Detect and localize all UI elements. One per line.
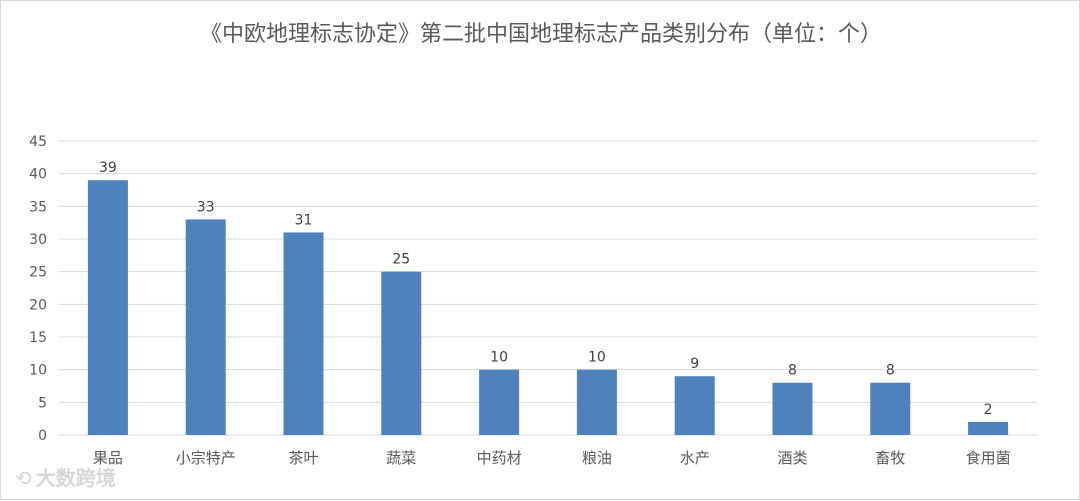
y-tick-label: 20 — [29, 297, 47, 313]
y-tick-label: 5 — [38, 395, 47, 411]
data-label: 31 — [295, 212, 313, 228]
data-label: 10 — [490, 350, 508, 366]
bars — [87, 180, 1009, 435]
data-label: 33 — [197, 199, 215, 215]
bar — [772, 382, 813, 435]
data-label: 8 — [886, 363, 895, 379]
data-label: 2 — [984, 402, 993, 418]
data-label: 10 — [588, 350, 606, 366]
x-tick-label: 水产 — [680, 449, 710, 467]
bar — [968, 421, 1009, 435]
data-label: 39 — [99, 160, 117, 176]
bar — [185, 219, 226, 435]
y-tick-label: 10 — [29, 363, 47, 379]
bar — [283, 232, 324, 435]
x-tick-label: 粮油 — [582, 449, 612, 467]
bar — [87, 180, 128, 435]
logo-icon: ⟲ — [15, 466, 32, 490]
y-tick-label: 30 — [29, 232, 47, 248]
x-tick-label: 小宗特产 — [176, 449, 236, 467]
y-axis-ticks: 0 5 10 15 20 25 30 35 40 45 — [29, 134, 47, 444]
x-tick-label: 中药材 — [477, 449, 522, 467]
x-tick-label: 蔬菜 — [386, 449, 416, 467]
chart-title: 《中欧地理标志协定》第二批中国地理标志产品类别分布（单位：个） — [200, 22, 882, 47]
data-label: 8 — [788, 363, 797, 379]
watermark: ⟲ 大数跨境 — [15, 462, 116, 491]
x-tick-label: 果品 — [93, 449, 123, 467]
x-tick-label: 畜牧 — [875, 449, 905, 467]
y-tick-label: 45 — [29, 134, 47, 150]
y-tick-label: 15 — [29, 330, 47, 346]
y-tick-label: 35 — [29, 199, 47, 215]
bar — [381, 271, 422, 435]
y-tick-label: 40 — [29, 167, 47, 183]
bar — [479, 369, 520, 435]
bar — [674, 376, 715, 435]
bar — [576, 369, 617, 435]
data-label: 9 — [690, 356, 699, 372]
bar — [870, 382, 911, 435]
y-tick-label: 25 — [29, 265, 47, 281]
x-tick-label: 酒类 — [777, 449, 807, 467]
data-labels: 39 33 31 25 10 10 9 8 8 2 — [99, 160, 993, 418]
watermark-text: 大数跨境 — [35, 466, 116, 490]
y-tick-label: 0 — [38, 428, 47, 444]
data-label: 25 — [392, 252, 410, 268]
x-axis-ticks: 果品 小宗特产 茶叶 蔬菜 中药材 粮油 水产 酒类 畜牧 食用菌 — [93, 449, 1011, 467]
x-tick-label: 食用菌 — [966, 449, 1011, 467]
x-tick-label: 茶叶 — [288, 449, 318, 467]
